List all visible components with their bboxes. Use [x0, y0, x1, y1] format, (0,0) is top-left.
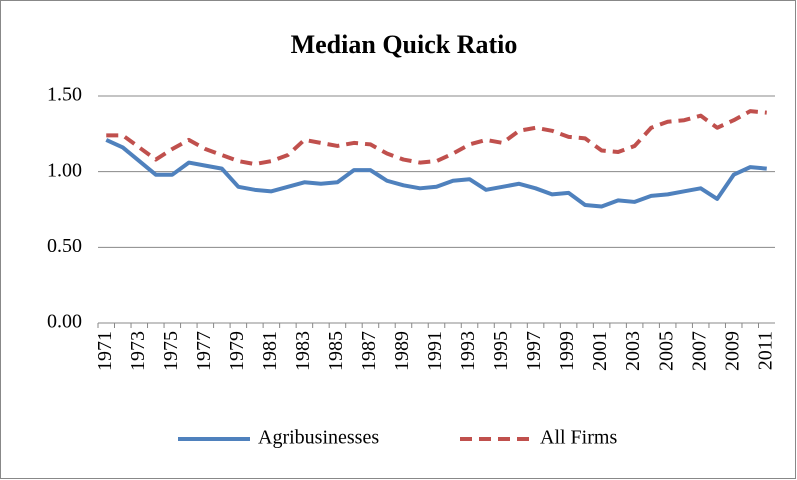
y-tick-label: 1.50: [47, 84, 82, 106]
x-tick-label: 1993: [457, 331, 479, 371]
x-tick-label: 1983: [292, 331, 314, 371]
x-tick-label: 2007: [688, 331, 710, 371]
x-tick-label: 1995: [490, 331, 512, 371]
x-tick-label: 1997: [523, 331, 545, 371]
x-tick-label: 1971: [94, 331, 116, 371]
data-line: [105, 138, 767, 209]
chart-title: Median Quick Ratio: [291, 30, 518, 59]
x-tick-label: 1989: [391, 331, 413, 371]
y-tick-label: 1.00: [47, 159, 82, 181]
x-tick-label: 2009: [721, 331, 743, 371]
x-tick-label: 2011: [754, 331, 776, 370]
legend-label: All Firms: [540, 427, 617, 449]
x-tick-label: 1979: [226, 331, 248, 371]
x-tick-label: 1999: [556, 331, 578, 371]
y-tick-label: 0.50: [47, 235, 82, 257]
x-tick-label: 1985: [325, 331, 347, 371]
x-tick-label: 2003: [622, 331, 644, 371]
x-tick-label: 1977: [193, 331, 215, 371]
legend-label: Agribusinesses: [258, 427, 379, 449]
x-tick-label: 2005: [655, 331, 677, 371]
x-tick-label: 1973: [127, 331, 149, 371]
x-tick-label: 1991: [424, 331, 446, 371]
x-tick-label: 2001: [589, 331, 611, 371]
y-tick-label: 0.00: [47, 311, 82, 333]
x-tick-label: 1975: [160, 331, 182, 371]
x-tick-label: 1981: [259, 331, 281, 371]
x-tick-label: 1987: [358, 331, 380, 371]
